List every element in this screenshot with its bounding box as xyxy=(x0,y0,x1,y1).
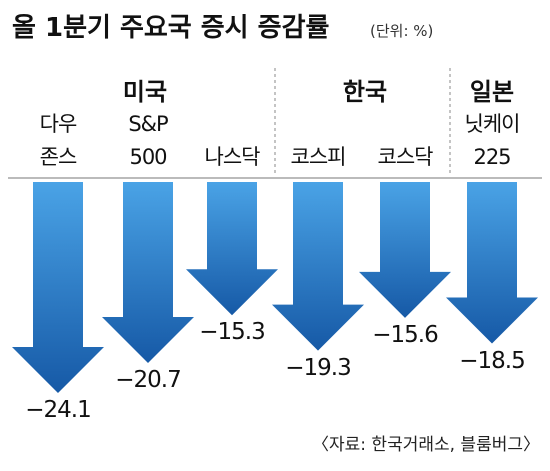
value-label: −19.3 xyxy=(285,354,351,381)
source: 〈자료: 한국거래소, 블룸버그〉 xyxy=(312,435,540,455)
category-label: 코스피 xyxy=(290,145,347,169)
value-label: −20.7 xyxy=(115,366,181,393)
chart-subtitle: (단위: %) xyxy=(370,22,433,40)
category-label: 닛케이 225 xyxy=(464,112,521,169)
arrow-bar xyxy=(186,182,278,316)
value-label: −15.3 xyxy=(199,319,265,346)
category-label: 나스닥 xyxy=(204,145,261,169)
group-label: 한국 xyxy=(342,78,388,106)
value-label: −15.6 xyxy=(372,321,438,348)
group-label: 일본 xyxy=(469,78,515,106)
arrow-bar xyxy=(102,182,194,363)
arrow-bar xyxy=(359,182,451,318)
category-label: 다우 존스 xyxy=(39,112,78,169)
value-label: −18.5 xyxy=(459,347,525,374)
arrow-bar xyxy=(272,182,364,351)
arrow-bar xyxy=(12,182,104,394)
arrow-bar xyxy=(446,182,538,344)
chart-title: 올 1분기 주요국 증시 증감률 xyxy=(12,13,329,43)
value-label: −24.1 xyxy=(25,397,91,424)
category-label: S&P 500 xyxy=(128,112,168,169)
category-label: 코스닥 xyxy=(377,145,434,169)
group-label: 미국 xyxy=(122,78,168,106)
